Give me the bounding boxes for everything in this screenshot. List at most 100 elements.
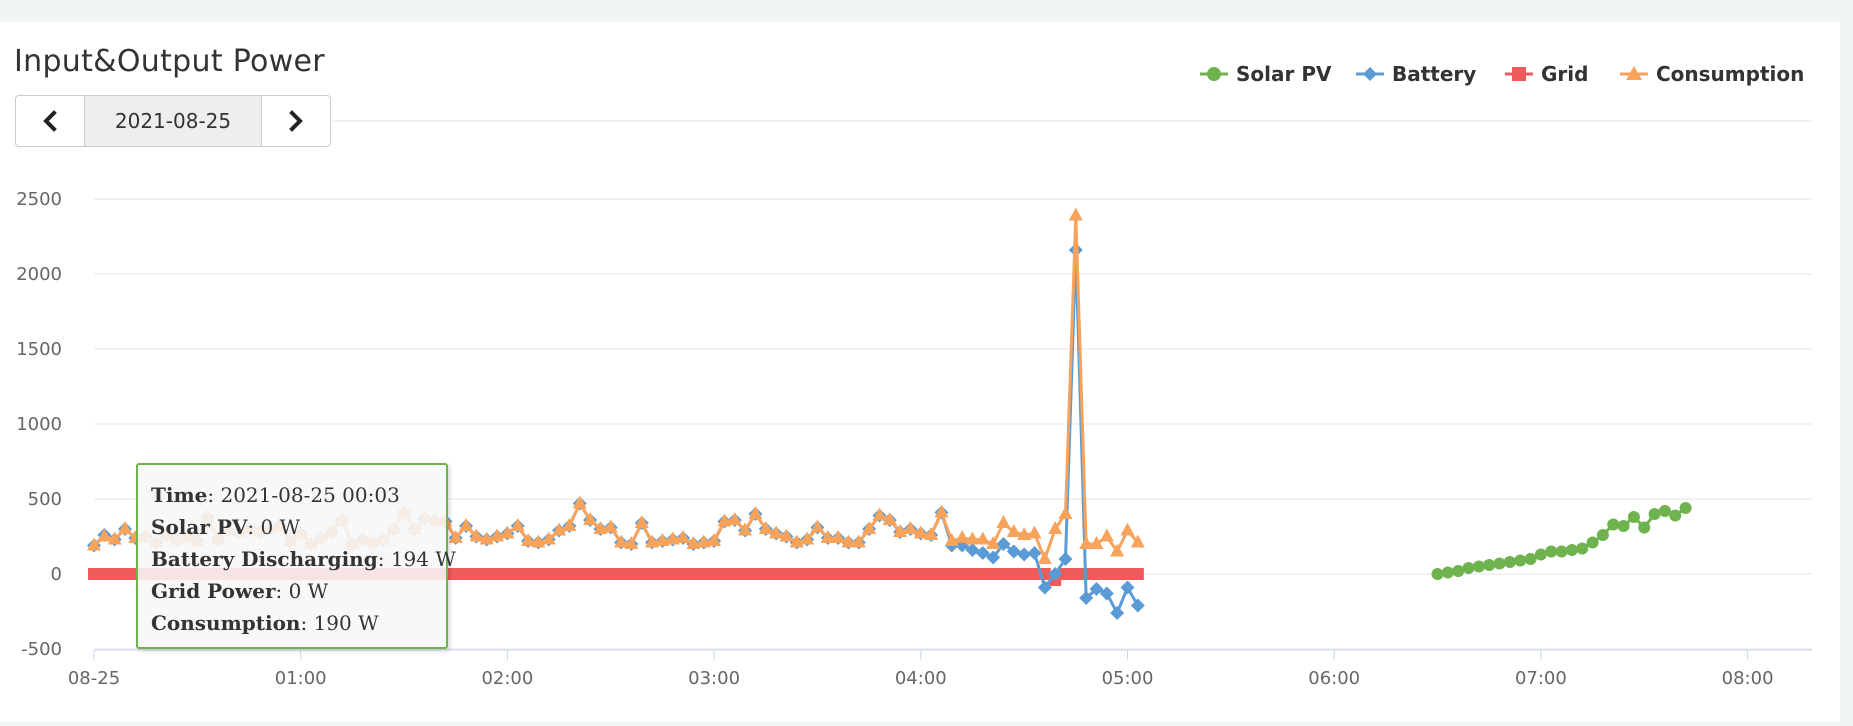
data-point-grid bbox=[460, 568, 473, 580]
data-point-grid bbox=[1007, 568, 1020, 580]
data-point-battery bbox=[1130, 598, 1145, 613]
data-point-solar-pv bbox=[1669, 509, 1682, 522]
data-point-consumption bbox=[87, 537, 101, 551]
data-point-consumption bbox=[934, 504, 949, 518]
data-point-grid bbox=[687, 568, 700, 580]
data-point-grid bbox=[966, 568, 979, 580]
tooltip-solar-label: Solar PV bbox=[151, 515, 248, 539]
data-point-consumption bbox=[562, 518, 577, 531]
data-point-grid bbox=[997, 568, 1010, 580]
y-tick-label: 2500 bbox=[16, 189, 62, 210]
data-point-consumption bbox=[1048, 521, 1063, 534]
legend-solar-pv[interactable]: Solar PV bbox=[1236, 62, 1332, 86]
data-point-grid bbox=[604, 568, 617, 580]
data-point-grid bbox=[935, 568, 948, 580]
data-point-battery bbox=[975, 546, 990, 560]
y-tick-label: 0 bbox=[51, 564, 62, 585]
data-point-grid bbox=[894, 568, 907, 580]
previous-day-button[interactable] bbox=[16, 96, 84, 146]
data-point-solar-pv bbox=[1462, 562, 1475, 574]
data-point-solar-pv bbox=[1545, 545, 1558, 558]
data-point-consumption bbox=[1089, 536, 1104, 549]
data-point-consumption bbox=[665, 531, 680, 545]
x-tick-label: 02:00 bbox=[481, 668, 533, 689]
data-point-grid bbox=[728, 568, 741, 580]
data-point-consumption bbox=[1037, 551, 1052, 564]
data-point-consumption bbox=[769, 525, 784, 539]
next-day-button[interactable] bbox=[262, 96, 330, 146]
data-point-grid bbox=[780, 568, 793, 580]
data-point-grid bbox=[656, 568, 669, 580]
data-point-solar-pv bbox=[1431, 568, 1444, 580]
y-tick-label: -500 bbox=[21, 639, 62, 660]
tooltip-solar-value: 0 W bbox=[260, 515, 301, 539]
data-point-consumption bbox=[614, 534, 629, 548]
data-point-consumption bbox=[572, 495, 587, 509]
data-point-consumption bbox=[624, 536, 639, 549]
data-point-grid bbox=[646, 568, 659, 580]
data-point-consumption bbox=[831, 530, 846, 543]
tooltip-consumption-label: Consumption bbox=[151, 611, 301, 635]
data-point-battery bbox=[1006, 544, 1021, 559]
data-point-grid bbox=[1121, 568, 1134, 580]
data-point-battery bbox=[1099, 586, 1114, 601]
tooltip-time-label: Time bbox=[151, 483, 208, 507]
legend-marker bbox=[1512, 67, 1526, 81]
data-point-solar-pv bbox=[1638, 521, 1651, 534]
data-point-grid bbox=[759, 568, 772, 580]
legend-battery[interactable]: Battery bbox=[1392, 62, 1476, 86]
data-point-solar-pv bbox=[1607, 518, 1620, 531]
legend-consumption[interactable]: Consumption bbox=[1656, 62, 1804, 86]
y-tick-label: 500 bbox=[28, 489, 62, 510]
data-point-grid bbox=[1059, 568, 1072, 580]
legend-marker bbox=[1207, 67, 1221, 81]
y-tick-label: 1500 bbox=[16, 339, 62, 360]
data-point-battery bbox=[1120, 580, 1135, 595]
data-point-consumption bbox=[707, 533, 722, 546]
tooltip-grid-value: 0 W bbox=[288, 579, 329, 603]
data-point-battery bbox=[1048, 567, 1063, 581]
data-point-consumption bbox=[1120, 522, 1135, 536]
tooltip-grid-label: Grid Power bbox=[151, 579, 276, 603]
data-point-grid bbox=[625, 568, 638, 580]
legend-marker bbox=[1626, 66, 1642, 80]
data-point-consumption bbox=[758, 521, 773, 534]
data-point-consumption bbox=[882, 512, 897, 525]
data-point-consumption bbox=[107, 531, 122, 545]
date-display[interactable]: 2021-08-25 bbox=[84, 96, 262, 146]
data-point-consumption bbox=[1027, 525, 1042, 539]
data-point-consumption bbox=[1068, 207, 1083, 221]
data-point-grid bbox=[511, 568, 524, 580]
data-point-grid bbox=[1100, 568, 1113, 580]
data-point-consumption bbox=[1079, 536, 1094, 549]
chart-tooltip: Time: 2021-08-25 00:03 Solar PV: 0 W Bat… bbox=[136, 463, 456, 649]
data-point-solar-pv bbox=[1627, 511, 1640, 523]
data-point-battery bbox=[1089, 582, 1104, 596]
data-point-grid bbox=[832, 568, 845, 580]
data-point-consumption bbox=[748, 506, 763, 519]
data-point-consumption bbox=[851, 534, 866, 548]
tooltip-battery-row: Battery Discharging: 194 W bbox=[151, 547, 456, 571]
x-tick-label: 03:00 bbox=[688, 668, 740, 689]
data-point-grid bbox=[449, 568, 462, 580]
data-point-consumption bbox=[738, 522, 753, 536]
data-point-battery bbox=[1027, 546, 1042, 560]
data-point-consumption bbox=[469, 528, 484, 542]
data-point-grid bbox=[770, 568, 783, 580]
y-tick-label: 2000 bbox=[16, 264, 62, 285]
data-point-consumption bbox=[810, 519, 825, 533]
data-point-grid bbox=[811, 568, 824, 580]
data-point-grid bbox=[945, 568, 958, 580]
data-point-grid bbox=[1028, 568, 1041, 580]
data-point-consumption bbox=[696, 534, 711, 548]
data-point-grid bbox=[635, 568, 648, 580]
data-point-consumption bbox=[717, 513, 732, 527]
data-point-grid bbox=[956, 568, 969, 580]
data-point-consumption bbox=[686, 536, 701, 549]
data-point-grid bbox=[852, 568, 865, 580]
data-point-grid bbox=[842, 568, 855, 580]
data-point-consumption bbox=[820, 530, 835, 543]
data-point-consumption bbox=[1058, 506, 1073, 519]
legend-grid[interactable]: Grid bbox=[1541, 62, 1588, 86]
data-point-grid bbox=[863, 568, 876, 580]
